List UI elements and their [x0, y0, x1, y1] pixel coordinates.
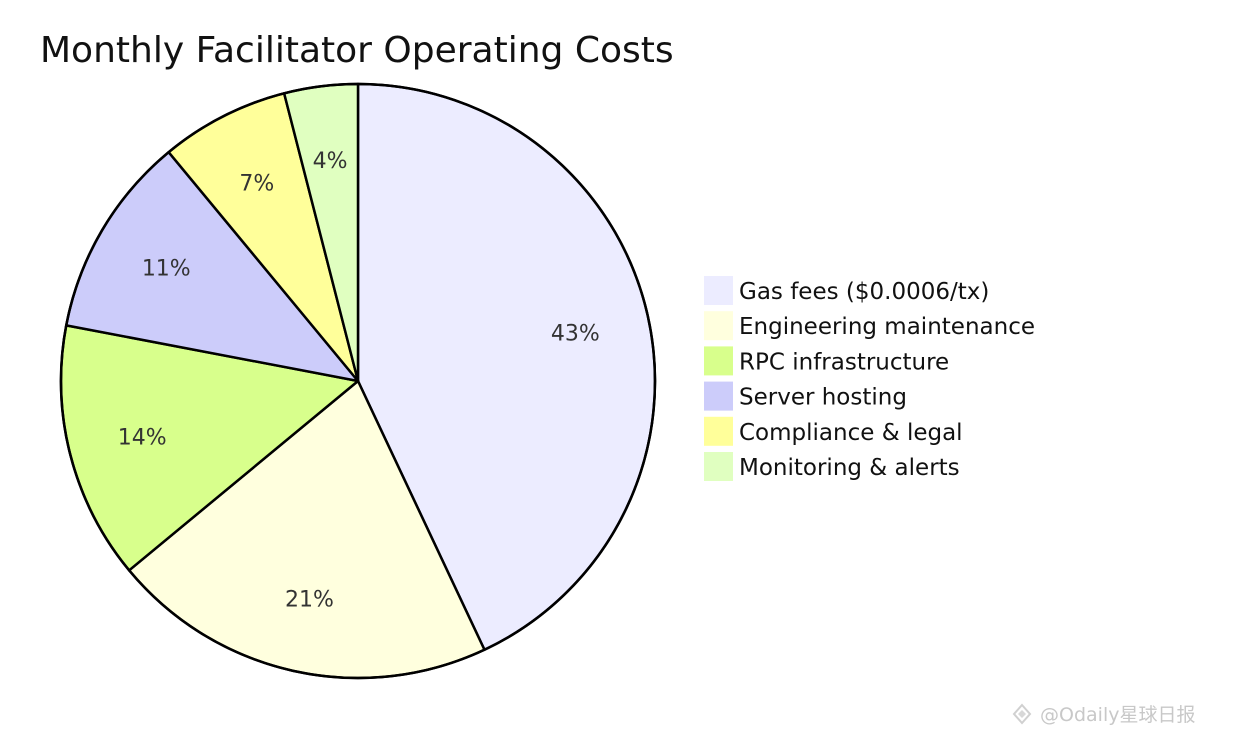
legend-label-monitoring-alerts: Monitoring & alerts	[739, 455, 960, 481]
watermark: @Odaily星球日报	[1012, 703, 1195, 726]
slice-label-compliance-legal: 7%	[239, 172, 274, 197]
legend-label-server-hosting: Server hosting	[739, 385, 907, 411]
slice-label-server-hosting: 11%	[142, 257, 191, 282]
pie-slice-labels: 43% 21% 14% 11% 7% 4%	[118, 149, 600, 612]
legend-label-engineering-maintenance: Engineering maintenance	[739, 314, 1035, 340]
legend-swatch-engineering-maintenance	[704, 311, 733, 341]
slice-label-gas-fees-0-0006-tx: 43%	[551, 321, 600, 346]
legend-label-rpc-infrastructure: RPC infrastructure	[739, 349, 949, 375]
legend: Gas fees ($0.0006/tx) Engineering mainten…	[704, 276, 1035, 481]
legend-swatch-compliance-legal	[704, 416, 733, 446]
legend-swatch-rpc-infrastructure	[704, 346, 733, 376]
legend-label-compliance-legal: Compliance & legal	[739, 420, 963, 446]
chart-title: Monthly Facilitator Operating Costs	[40, 30, 674, 71]
pie-slices	[59, 82, 657, 680]
slice-label-engineering-maintenance: 21%	[285, 587, 334, 612]
legend-label-gas-fees-0-0006-tx: Gas fees ($0.0006/tx)	[739, 279, 989, 305]
legend-swatch-server-hosting	[704, 381, 733, 411]
pie-border	[59, 82, 657, 680]
legend-swatch-monitoring-alerts	[704, 452, 733, 481]
watermark-text: @Odaily星球日报	[1040, 704, 1195, 726]
slice-label-monitoring-alerts: 4%	[313, 149, 348, 174]
watermark-logo-icon	[1012, 703, 1032, 725]
slice-label-rpc-infrastructure: 14%	[118, 425, 167, 450]
legend-swatch-gas-fees-0-0006-tx	[704, 276, 733, 305]
